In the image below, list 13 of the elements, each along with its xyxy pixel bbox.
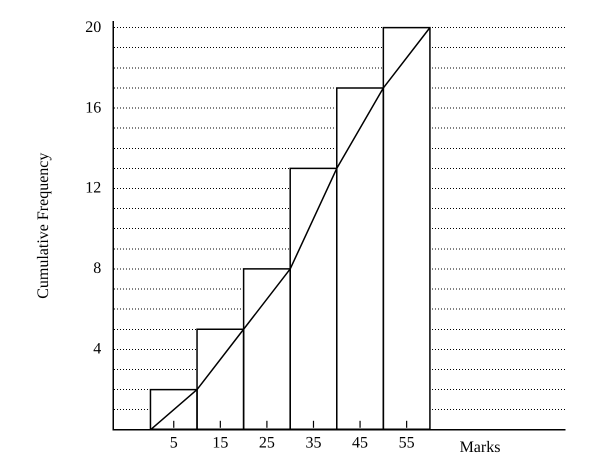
x-tick-label: 15 [212, 434, 228, 452]
y-tick-label: 16 [85, 99, 102, 116]
x-tick-label: 35 [305, 434, 322, 452]
x-tick-label: 5 [170, 434, 178, 452]
y-tick-label: 20 [85, 18, 102, 36]
y-axis-title: Cumulative Frequency [34, 152, 52, 299]
x-tick-label: 45 [352, 434, 368, 452]
x-axis-title: Marks [460, 439, 500, 456]
y-tick-label: 12 [85, 180, 102, 197]
y-tick-label: 8 [93, 260, 102, 278]
y-tick-label: 4 [93, 340, 102, 358]
x-tick-label: 25 [258, 434, 275, 452]
x-tick-label: 55 [398, 434, 415, 452]
